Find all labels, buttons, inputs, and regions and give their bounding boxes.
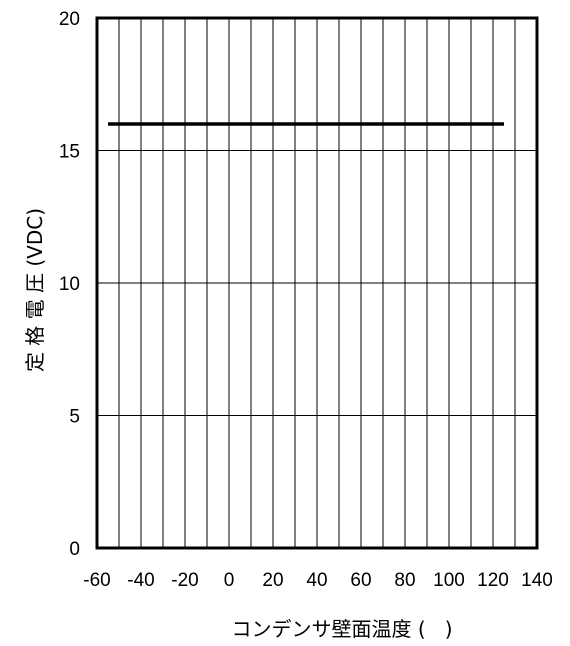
x-tick-labels: -60 -40 -20 0 20 40 60 80 100 120 140 (83, 570, 553, 591)
x-tick-label: 0 (224, 570, 235, 591)
x-tick-label: -40 (127, 570, 154, 591)
x-axis-label: コンデンサ壁面温度 ( ) (231, 617, 452, 641)
y-tick-label: 20 (59, 9, 80, 30)
x-tick-label: 20 (262, 570, 283, 591)
y-tick-label: 0 (69, 539, 80, 560)
x-tick-label: 40 (306, 570, 327, 591)
x-tick-label: -60 (83, 570, 110, 591)
x-tick-label: 60 (350, 570, 371, 591)
horizontal-gridlines (97, 150, 537, 416)
x-tick-label: 100 (433, 570, 465, 591)
x-tick-label: 80 (394, 570, 415, 591)
y-axis-label: 定 格 電 圧 (VDC) (23, 208, 47, 372)
y-tick-label: 5 (69, 407, 80, 428)
y-tick-label: 15 (59, 142, 80, 163)
x-tick-label: 140 (521, 570, 553, 591)
y-tick-label: 10 (59, 274, 80, 295)
y-tick-labels: 0 5 10 15 20 (59, 9, 80, 560)
x-tick-label: -20 (171, 570, 198, 591)
x-tick-label: 120 (477, 570, 509, 591)
plot-frame (95, 16, 539, 550)
